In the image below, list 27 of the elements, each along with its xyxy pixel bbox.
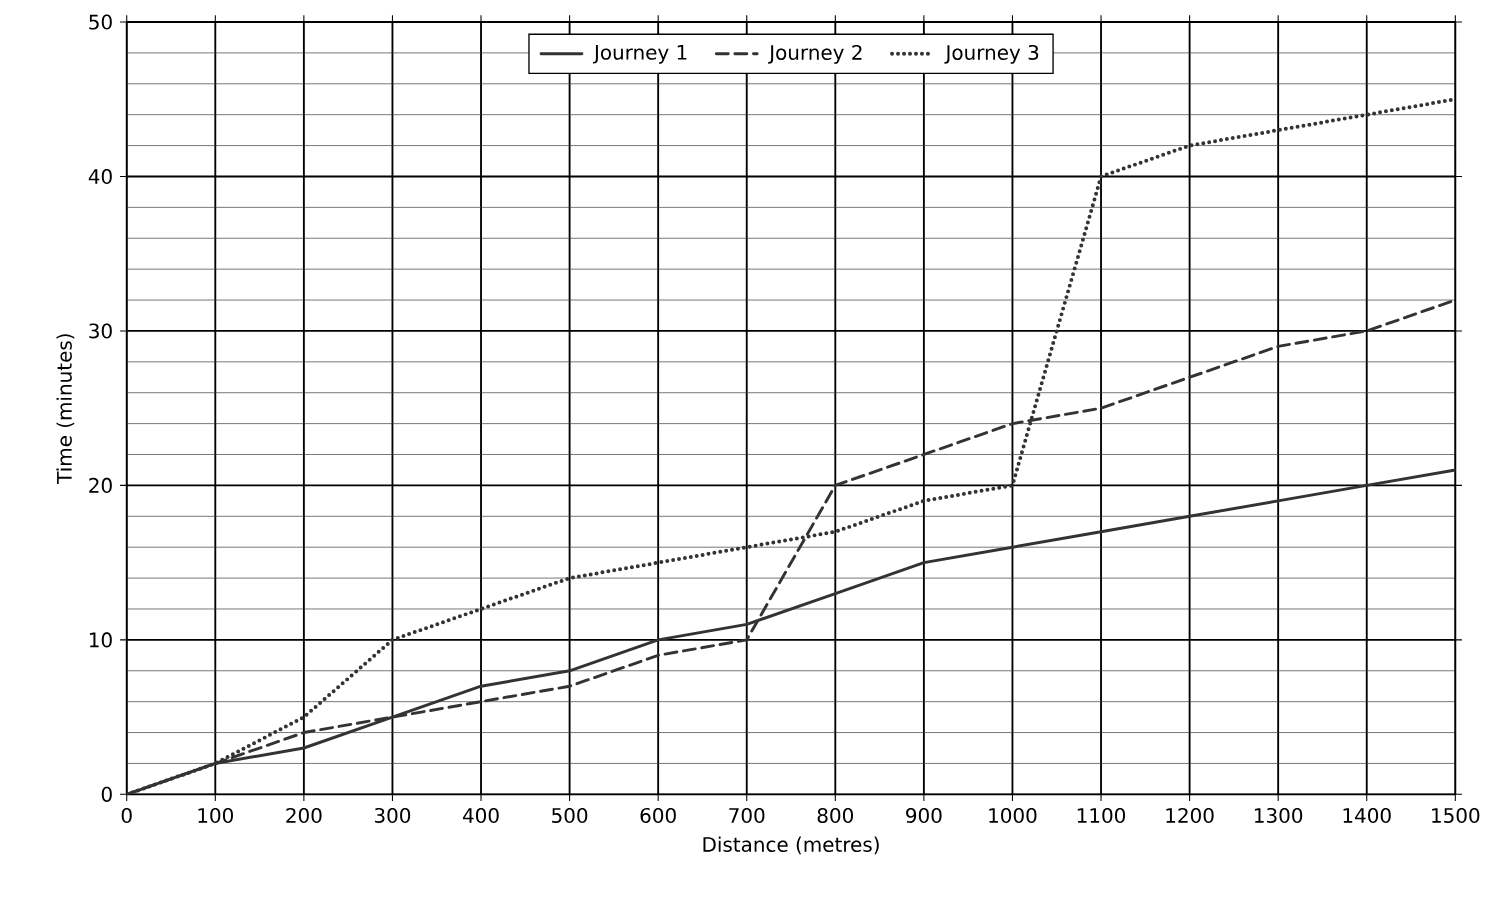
x-tick-label: 100 — [198, 808, 233, 824]
y-tick-label: 20 — [89, 478, 112, 494]
x-tick-label: 500 — [552, 808, 588, 824]
x-tick-label: 1500 — [1432, 808, 1480, 824]
x-tick-label: 1100 — [1077, 808, 1126, 824]
y-tick-label: 0 — [101, 786, 112, 803]
legend-label: Journey 2 — [768, 45, 862, 64]
y-tick-label: 40 — [88, 169, 112, 185]
legend-label: Journey 1 — [592, 45, 687, 64]
y-tick-label: 10 — [89, 632, 112, 648]
x-tick-label: 600 — [640, 808, 676, 824]
x-tick-label: 1300 — [1254, 808, 1303, 824]
y-tick-label: 30 — [89, 323, 112, 339]
x-tick-label: 200 — [286, 808, 322, 824]
y-axis-title: Time (minutes) — [56, 334, 75, 485]
x-tick-label: 1400 — [1343, 808, 1391, 824]
x-axis-title: Distance (metres) — [703, 836, 879, 855]
x-tick-label: 300 — [374, 808, 411, 824]
x-tick-label: 1200 — [1166, 808, 1214, 824]
x-tick-label: 800 — [817, 808, 853, 824]
y-tick-label: 50 — [89, 14, 112, 30]
x-tick-label: 400 — [462, 808, 499, 824]
x-tick-label: 0 — [121, 808, 132, 824]
x-tick-label: 1000 — [989, 808, 1037, 824]
x-tick-label: 900 — [906, 808, 942, 824]
x-tick-label: 700 — [729, 808, 765, 824]
legend-label: Journey 3 — [944, 45, 1039, 64]
